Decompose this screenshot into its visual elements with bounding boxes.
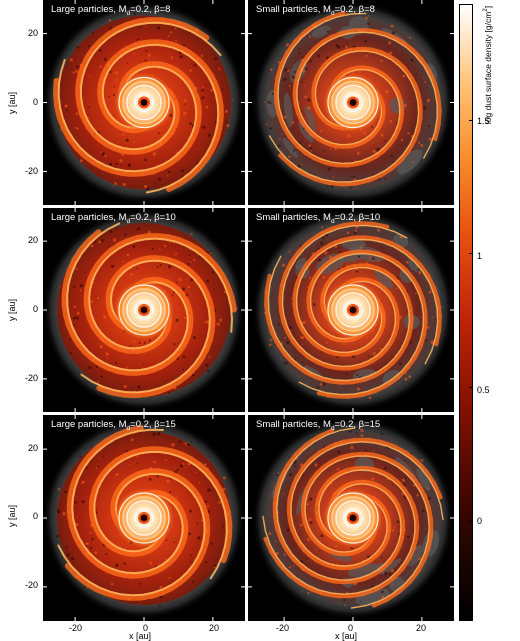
y-tick-neg20-row3: -20 [25, 580, 39, 590]
panel-title: Small particles, Md=0.2, β=8 [256, 4, 375, 17]
x-axis-label-left: x [au] [129, 631, 152, 641]
colorbar-label: log dust surface density [g/cm2] [483, 5, 493, 125]
y-tick-20-row1: 20 [28, 28, 39, 38]
y-axis-label-row1: y [au] [7, 92, 17, 115]
colorbar-tick-0: 0 [477, 516, 483, 526]
colorbar [459, 4, 473, 621]
y-tick-neg20-row2: -20 [25, 373, 39, 383]
panel-title: Small particles, Md=0.2, β=10 [256, 212, 381, 225]
x-tick-neg20-left: -20 [69, 623, 83, 633]
y-axis-label-row2: y [au] [7, 299, 17, 322]
colorbar-tick-mark [469, 253, 473, 255]
panel-large-beta10: Large particles, Md=0.2, β=10 [43, 208, 245, 412]
panel-title: Large particles, Md=0.2, β=10 [51, 212, 176, 225]
panel-small-beta15: Small particles, Md=0.2, β=15 [248, 415, 454, 621]
panel-small-beta10: Small particles, Md=0.2, β=10 [248, 208, 454, 412]
y-tick-20-row3: 20 [28, 443, 39, 453]
y-tick-0-row3: 0 [33, 511, 39, 521]
colorbar-tick-mark [469, 119, 473, 121]
x-tick-0-left: 0 [143, 623, 149, 633]
panel-title: Large particles, Md=0.2, β=15 [51, 419, 176, 432]
x-tick-0-right: 0 [348, 623, 354, 633]
colorbar-tick-0.5: 0.5 [477, 385, 490, 395]
panel-title: Small particles, Md=0.2, β=15 [256, 419, 381, 432]
panel-large-beta8: Large particles, Md=0.2, β=8 [43, 0, 245, 205]
colorbar-tick-1.5: 1.5 [477, 116, 490, 126]
panel-large-beta15: Large particles, Md=0.2, β=15 [43, 415, 245, 621]
colorbar-tick-mark [469, 386, 473, 388]
colorbar-tick-mark [469, 520, 473, 522]
y-tick-0-row1: 0 [33, 97, 39, 107]
y-axis-label-row3: y [au] [7, 505, 17, 528]
x-axis-label-right: x [au] [335, 631, 358, 641]
y-tick-20-row2: 20 [28, 235, 39, 245]
colorbar-tick-1: 1 [477, 251, 483, 261]
x-tick-20-left: 20 [209, 623, 220, 633]
panel-small-beta8: Small particles, Md=0.2, β=8 [248, 0, 454, 205]
y-tick-0-row2: 0 [33, 304, 39, 314]
panel-title: Large particles, Md=0.2, β=8 [51, 4, 171, 17]
y-tick-neg20-row1: -20 [25, 166, 39, 176]
x-tick-20-right: 20 [416, 623, 427, 633]
x-tick-neg20-right: -20 [276, 623, 290, 633]
